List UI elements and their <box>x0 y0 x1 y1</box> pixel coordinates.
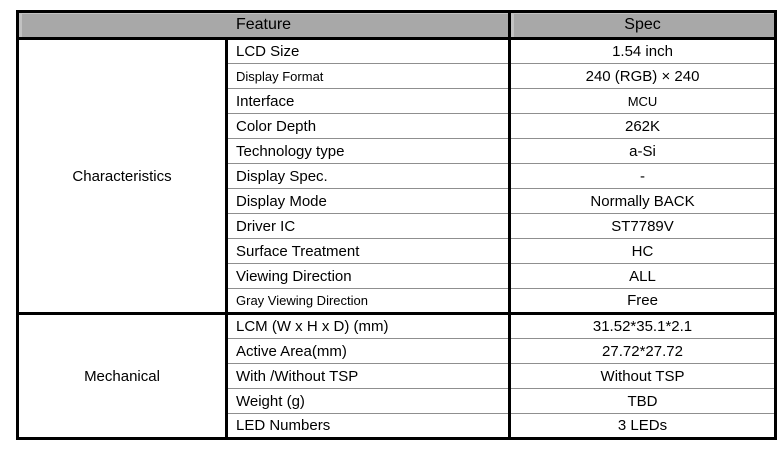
spec-cell: 262K <box>509 113 776 139</box>
spec-cell: 3 LEDs <box>509 413 776 439</box>
spec-cell: HC <box>509 238 776 264</box>
spec-cell: - <box>509 163 776 189</box>
feature-cell: Weight (g) <box>226 388 512 414</box>
feature-cell: Gray Viewing Direction <box>226 288 512 314</box>
table-row: Display Format 240 (RGB) × 240 <box>18 63 776 89</box>
spec-cell: MCU <box>509 88 776 114</box>
table-row: Color Depth 262K <box>18 113 776 139</box>
group-name-cell: Characteristics <box>17 37 228 314</box>
table-header: Feature Spec <box>17 11 776 40</box>
table-row: Surface Treatment HC <box>18 238 776 264</box>
spec-column-header: Spec <box>508 11 776 40</box>
spec-cell: TBD <box>509 388 776 414</box>
table-row: Mechanical LCM (W x H x D) (mm) 31.52*35.1… <box>17 312 776 439</box>
feature-cell: LCM (W x H x D) (mm) <box>226 312 512 339</box>
table-row: Characteristics LCD Size 1.54 inch <box>17 37 776 314</box>
spec-cell: ST7789V <box>509 213 776 239</box>
feature-cell: With /Without TSP <box>226 363 512 389</box>
header-row: Feature Spec <box>17 11 776 40</box>
spec-cell: Normally BACK <box>509 188 776 214</box>
table-row: Display Mode Normally BACK <box>18 188 776 214</box>
feature-cell: Active Area(mm) <box>226 338 512 364</box>
feature-cell: LCD Size <box>226 37 512 64</box>
spec-cell: 240 (RGB) × 240 <box>509 63 776 89</box>
feature-column-header: Feature <box>17 11 510 40</box>
spec-cell: 1.54 inch <box>509 37 776 64</box>
spec-table: Feature Spec Characteristics LCD Size 1.54… <box>16 10 778 440</box>
feature-cell: Viewing Direction <box>226 263 512 289</box>
spec-table-body: Characteristics LCD Size 1.54 inch Display … <box>17 37 776 439</box>
table-row: Technology type a-Si <box>18 138 776 164</box>
table-row: Active Area(mm) 27.72*27.72 <box>18 338 776 364</box>
spec-cell: a-Si <box>509 138 776 164</box>
table-row: Gray Viewing Direction Free <box>18 288 776 314</box>
feature-cell: Display Mode <box>226 188 512 214</box>
group-name-cell: Mechanical <box>17 312 228 439</box>
spec-cell: 27.72*27.72 <box>509 338 776 364</box>
table-row: Driver IC ST7789V <box>18 213 776 239</box>
feature-cell: Display Format <box>226 63 512 89</box>
spec-cell: Without TSP <box>509 363 776 389</box>
table-row: With /Without TSP Without TSP <box>18 363 776 389</box>
feature-cell: LED Numbers <box>226 413 512 439</box>
feature-cell: Display Spec. <box>226 163 512 189</box>
spec-cell: ALL <box>509 263 776 289</box>
table-row: LED Numbers 3 LEDs <box>18 413 776 439</box>
table-row: Display Spec. - <box>18 163 776 189</box>
feature-cell: Color Depth <box>226 113 512 139</box>
table-row: Viewing Direction ALL <box>18 263 776 289</box>
table-row: Interface MCU <box>18 88 776 114</box>
spec-cell: 31.52*35.1*2.1 <box>509 312 776 339</box>
spec-cell: Free <box>509 288 776 314</box>
feature-cell: Surface Treatment <box>226 238 512 264</box>
feature-cell: Interface <box>226 88 512 114</box>
table-row: Weight (g) TBD <box>18 388 776 414</box>
feature-cell: Driver IC <box>226 213 512 239</box>
feature-cell: Technology type <box>226 138 512 164</box>
